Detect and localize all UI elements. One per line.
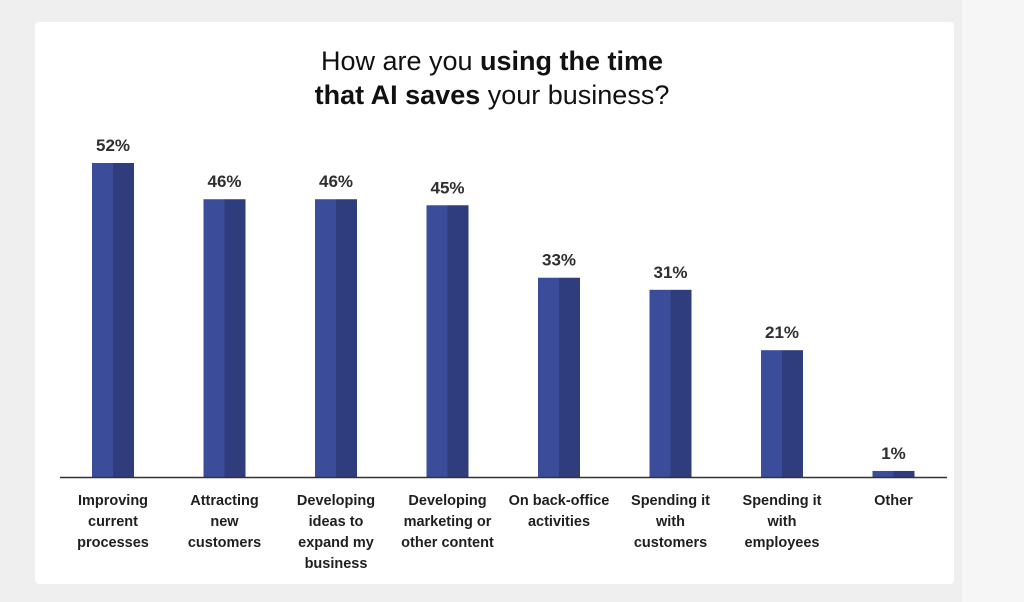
bar-right-half [113,163,134,477]
value-label: 21% [765,323,799,342]
category-label-line: with [655,514,685,530]
bar [426,205,469,477]
category-label: Spending it with employees [743,493,822,551]
category-label: Spending it with customers [631,493,710,551]
bar-right-half [782,350,803,477]
category-label-line: Developing [408,493,486,509]
bar-left-half [649,289,671,477]
category-label-line: ideas to [309,514,364,530]
bar-right-half [670,289,692,477]
bars-group [92,163,915,477]
title-line1-bold: using the time [480,46,664,76]
chart-title: How are you using the time that AI saves… [0,44,984,112]
title-line2-bold: that AI saves [314,80,481,110]
background-edge [962,0,1024,602]
bar-right-half [893,470,915,477]
category-label: Other [874,493,913,509]
bar [649,289,692,477]
bar [315,199,357,477]
bar-left-half [538,277,559,477]
category-label-line: business [305,556,368,572]
bar-left-half [92,163,113,477]
bar-right-half [559,277,580,477]
category-label-line: Other [874,493,913,509]
value-label: 46% [207,172,241,191]
value-label: 52% [96,136,130,155]
category-label-line: Developing [297,493,375,509]
category-label: Attracting new customers [188,493,261,551]
category-label-line: processes [77,535,149,551]
category-label-line: marketing or [404,514,492,530]
bar-left-half [872,470,894,477]
category-label-line: customers [634,535,707,551]
bar-left-half [761,350,782,477]
value-label: 31% [653,263,687,282]
bar-right-half [336,199,357,477]
category-label: On back-office activities [509,493,610,530]
category-label: Developing ideas to expand my business [297,493,375,572]
category-label: Improving current processes [77,493,149,551]
category-label-line: Attracting [190,493,258,509]
category-label-line: expand my [298,535,374,551]
bar [538,277,580,477]
category-label-line: other content [401,535,494,551]
category-label-line: Improving [78,493,148,509]
category-label-line: Spending it [631,493,710,509]
category-label-line: current [88,514,138,530]
category-label-line: Spending it [743,493,822,509]
category-labels-group: Improving current processes Attracting new cu… [77,493,913,572]
bar [761,350,803,477]
category-label-line: with [767,514,797,530]
chart-card [35,22,954,584]
title-line1-regular: How are you [320,46,481,76]
bar [203,199,246,477]
value-label: 46% [319,172,353,191]
category-label-line: customers [188,535,261,551]
value-label: 45% [430,178,464,197]
value-labels-group: 52% 46% 46% 45% 33% 31% 21% 1% [96,136,906,463]
category-label-line: On back-office [509,493,610,509]
bar [872,470,915,477]
bar-left-half [426,205,448,477]
value-label: 1% [881,444,906,463]
value-label: 33% [542,251,576,270]
category-label: Developing marketing or other content [401,493,494,551]
bar-right-half [224,199,246,477]
bar-left-half [315,199,336,477]
bar-right-half [447,205,469,477]
category-label-line: activities [528,514,590,530]
title-line2-regular: your business? [480,80,670,110]
bar-left-half [203,199,225,477]
bar [92,163,134,477]
category-label-line: employees [745,535,820,551]
category-label-line: new [210,514,239,530]
